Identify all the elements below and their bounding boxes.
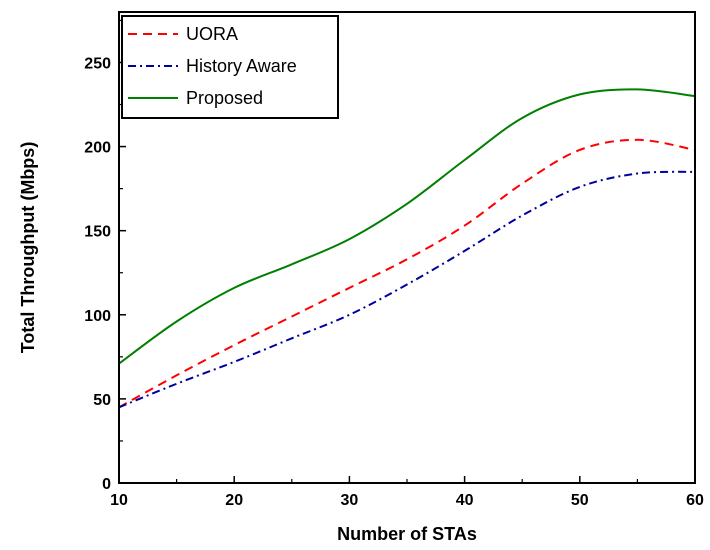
series-line-history-aware	[119, 170, 695, 409]
series-layer	[119, 88, 695, 409]
x-axis-ticks: 10 20 30 40 50 60	[110, 476, 704, 509]
series-line-proposed	[119, 88, 695, 365]
x-tick-label: 20	[225, 492, 243, 509]
y-tick-label: 150	[84, 224, 111, 241]
legend-label: History Aware	[186, 56, 297, 76]
y-axis-title: Total Throughput (Mbps)	[18, 142, 38, 354]
y-tick-label: 50	[93, 392, 111, 409]
x-tick-label: 10	[110, 492, 128, 509]
series-line-uora	[119, 138, 695, 409]
legend-label: UORA	[186, 24, 238, 44]
x-tick-label: 30	[341, 492, 359, 509]
y-axis-ticks: 0 50 100 150 200 250	[84, 19, 126, 493]
y-tick-label: 0	[102, 476, 111, 493]
x-tick-label: 50	[571, 492, 589, 509]
x-tick-label: 40	[456, 492, 474, 509]
y-tick-label: 100	[84, 308, 111, 325]
y-tick-label: 250	[84, 55, 111, 72]
x-axis-title: Number of STAs	[337, 524, 477, 544]
y-tick-label: 200	[84, 140, 111, 157]
legend: UORA History Aware Proposed	[121, 15, 339, 119]
legend-label: Proposed	[186, 88, 263, 108]
x-tick-label: 60	[686, 492, 704, 509]
